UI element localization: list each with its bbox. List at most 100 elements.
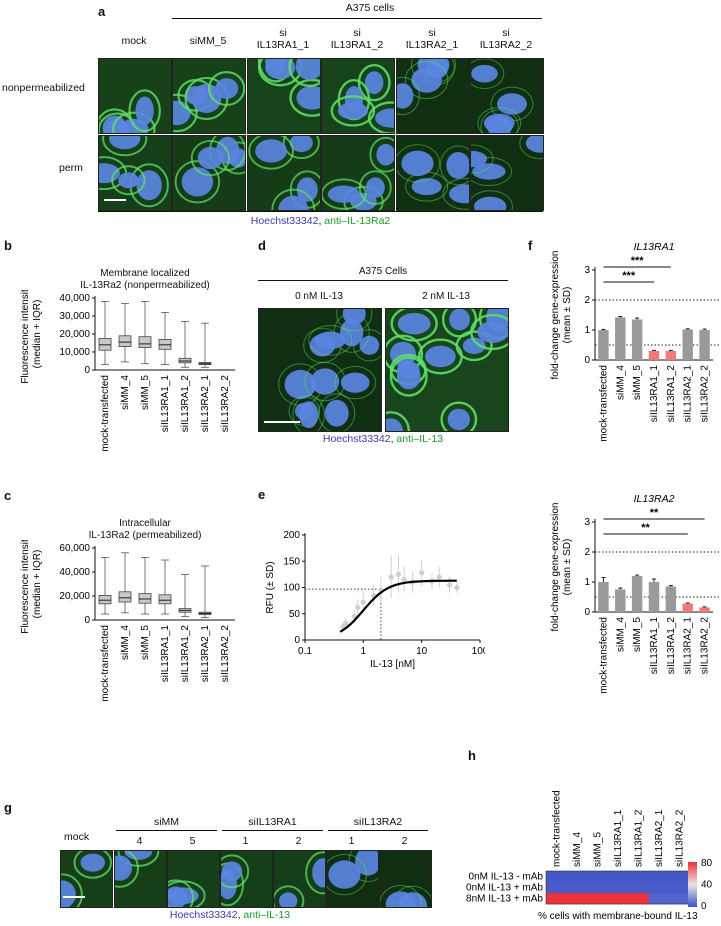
y-tick-label: 2	[584, 295, 590, 306]
micrograph-d-0nm-membrane	[334, 365, 377, 400]
micrograph-r1-c1-svg	[173, 136, 245, 210]
x-tick-label: siMM_4	[615, 617, 626, 652]
colorbar-tick-label: 40	[701, 880, 713, 891]
y-label-2: (mean ± SD)	[562, 539, 573, 596]
micrograph-r0-c0-nucleus	[135, 96, 154, 126]
y-label-2: (median + IQR)	[32, 300, 43, 369]
heatmap-cell	[566, 882, 588, 894]
heatmap-cell	[669, 882, 690, 894]
panel-a-cell-line: A375 cells	[345, 2, 395, 14]
x-tick-label: siIL13RA2_2	[220, 375, 231, 433]
colorbar-tick-label: 80	[701, 858, 713, 869]
replicate-label: 2	[295, 835, 302, 847]
x-tick-label: siIL13RA2_1	[683, 365, 694, 423]
x-tick-label: siMM_4	[120, 375, 131, 410]
x-tick-label: mock-transfected	[598, 617, 609, 694]
micrograph-r1-c5-nucleus	[473, 196, 507, 210]
panel-c-label: c	[4, 488, 12, 503]
micrograph-r1-c3-membrane	[369, 136, 394, 173]
micrograph-g-4-nucleus	[279, 892, 298, 907]
bar	[615, 317, 626, 360]
y-tick-label: 50	[289, 609, 301, 620]
x-tick-label: siMM_5	[140, 625, 151, 660]
micrograph-r1-c3	[321, 135, 395, 211]
colorbar-tick-label: 0	[701, 901, 707, 912]
x-tick-label: mock-transfected	[100, 375, 111, 452]
micrograph-g-5-nucleus	[355, 851, 378, 876]
replicate-label: 1	[242, 835, 249, 847]
panel-a-header-rule	[172, 18, 542, 19]
micrograph-r1-c0-membrane	[111, 165, 146, 196]
x-tick-label: siMM_5	[632, 617, 643, 652]
micrograph-r1-c5-nucleus	[472, 163, 506, 180]
x-tick-label: siMM_5	[140, 375, 151, 410]
x-tick-label: siIL13RA2_1	[200, 375, 211, 433]
micrograph-r1-c2-nucleus	[289, 136, 313, 153]
micrograph-d-0nm-nucleus	[324, 399, 349, 427]
stain-separator-d: ,	[390, 433, 397, 445]
heatmap-cell	[628, 871, 649, 883]
micrograph-r0-c1-nucleus	[191, 83, 222, 114]
micrograph-r1-c2-membrane	[282, 136, 320, 160]
micrograph-g-5-nucleus	[328, 860, 361, 889]
y-tick-label: 3	[584, 517, 590, 528]
panel-d-stain-legend: Hoechst33342, anti–IL-13	[258, 433, 508, 445]
stain-separator: ,	[318, 215, 325, 227]
micrograph-r0-c0	[98, 58, 172, 134]
heatmap-cell	[669, 893, 690, 905]
micrograph-r1-c5-membrane	[471, 144, 494, 174]
micrograph-g-5-svg	[327, 851, 378, 907]
micrograph-r1-c5-nucleus	[471, 150, 488, 168]
micrograph-r0-c1-membrane	[207, 71, 245, 107]
micrograph-r1-c2-nucleus	[296, 177, 318, 202]
heatmap-row-label: 8nM IL-13 + mAb	[466, 894, 543, 905]
x-tick-label: siIL13RA2_1	[683, 617, 694, 675]
micrograph-r1-c5-membrane	[471, 190, 513, 210]
micrograph-r0-c2-membrane	[288, 59, 320, 88]
group-rule	[116, 830, 217, 831]
micrograph-d-0nm-membrane	[308, 324, 353, 356]
x-tick-label: siIL13RA1_1	[160, 625, 171, 683]
heatmap-cell	[587, 893, 608, 905]
micrograph-r1-c1-nucleus	[197, 146, 223, 170]
micrograph-r1-c2	[247, 135, 321, 211]
micrograph-d-2nm	[385, 308, 509, 432]
heatmap-row-label: 0nM IL-13 - mAb	[469, 872, 544, 883]
bar	[699, 330, 710, 360]
micrograph-r0-c3-svg	[322, 59, 394, 133]
row-label-nonpermeabilized: nonpermeabilized	[2, 82, 85, 94]
micrograph-r1-c5-membrane	[519, 136, 543, 160]
box	[98, 595, 112, 605]
micrograph-g-2-membrane	[168, 879, 195, 907]
col-head-line2: IL13RA1_2	[330, 39, 384, 51]
heatmap-col-label: siIL13RA1_2	[633, 809, 644, 867]
gene-title: IL13RA1	[634, 241, 675, 253]
x-tick-label: 0.1	[298, 646, 312, 657]
micrograph-d-2nm-nucleus	[462, 337, 486, 355]
micrograph-g-0-membrane	[73, 851, 112, 879]
micrograph-r0-c3-membrane	[357, 63, 391, 102]
micrograph-r1-c5-nucleus	[525, 136, 543, 153]
micrograph-r1-c4-nucleus	[446, 152, 469, 179]
x-tick-label: siIL13RA1_2	[666, 617, 677, 675]
micrograph-g-1	[114, 850, 167, 908]
bar	[699, 607, 710, 612]
y-label-1: fold-change gene-expression	[550, 503, 561, 632]
col-head-line1: si	[502, 27, 510, 39]
panel-a-stain-legend: Hoechst33342, anti–IL-13Ra2	[98, 215, 543, 227]
panel-e-dose-response: 0 50 100 150 200 0.1 1 10 100 IL-13 [nM] RFU (± SD…	[265, 530, 485, 670]
micrograph-r0-c3	[321, 58, 395, 134]
panel-b-title-2: IL-13Ra2 (nonpermeabilized)	[80, 280, 210, 291]
bar	[648, 582, 660, 612]
panel-c-title-1: Intracellular	[119, 518, 171, 529]
panel-g-mock: mock	[64, 831, 90, 843]
micrograph-r0-c0-svg	[99, 59, 171, 133]
micrograph-d-0nm-membrane	[292, 394, 325, 431]
y-tick-label: 0	[584, 607, 590, 618]
heatmap-xlabel: % cells with membrane-bound IL-13	[538, 911, 698, 922]
heatmap-cell	[648, 882, 670, 894]
x-tick-label: siIL13RA1_1	[160, 375, 171, 433]
stain-separator-g: ,	[237, 909, 244, 921]
micrograph-r0-c2	[247, 58, 321, 134]
micrograph-g-1-svg	[115, 851, 166, 907]
